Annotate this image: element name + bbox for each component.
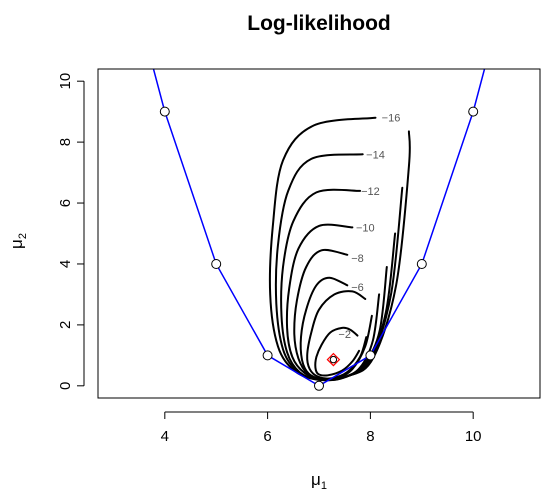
y-axis-label-subscript: 2 — [17, 233, 29, 239]
boundary-point — [416, 259, 427, 269]
contour-line — [314, 326, 361, 377]
contour-line — [306, 290, 368, 380]
contour-label: −12 — [361, 186, 380, 198]
boundary-point — [262, 350, 273, 361]
mle-marker — [326, 352, 341, 367]
y-tick-label: 8 — [57, 138, 74, 146]
contour-line — [299, 276, 373, 381]
y-tick-label: 2 — [57, 321, 74, 329]
boundary-point — [468, 106, 479, 117]
boundary-curve — [152, 69, 486, 387]
y-tick-label: 4 — [57, 260, 74, 268]
contour-line — [285, 223, 388, 381]
x-axis-label: μ1 — [311, 470, 327, 492]
contour-label: −14 — [366, 149, 385, 161]
x-axis-label-subscript: 1 — [321, 480, 327, 492]
mle-diamond — [326, 352, 341, 367]
x-tick-label: 10 — [465, 428, 482, 445]
contour-labels: −2 −6 −8 −10 −12 −14 −16 — [338, 113, 400, 341]
contour-label: −6 — [351, 282, 364, 294]
y-axis-label-text: μ — [7, 239, 26, 249]
y-tick-label: 0 — [57, 382, 74, 390]
boundary-point — [211, 259, 222, 269]
x-tick-label: 4 — [161, 428, 169, 445]
contour-label: −8 — [351, 253, 364, 265]
boundary-point — [314, 380, 324, 391]
y-axis-label: μ2 — [7, 233, 29, 249]
x-tick-label: 6 — [263, 428, 271, 445]
contour-line — [293, 248, 381, 382]
plot-frame — [97, 68, 541, 399]
boundary-line — [152, 69, 486, 387]
y-tick-label: 6 — [57, 199, 74, 207]
x-axis-label-text: μ — [311, 470, 321, 489]
x-axis: 4 6 8 10 — [161, 411, 482, 445]
y-axis: 0 2 4 6 8 10 — [57, 73, 85, 390]
mle-point — [329, 355, 338, 364]
boundary-point — [365, 350, 376, 361]
contour-label: −10 — [356, 222, 375, 234]
boundary-point — [159, 106, 170, 117]
x-tick-label: 8 — [366, 428, 374, 445]
chart-title: Log-likelihood — [247, 12, 390, 35]
contour-label: −2 — [338, 329, 351, 341]
contour-label: −16 — [382, 113, 401, 125]
contour-lines — [268, 116, 411, 382]
y-tick-label: 10 — [57, 73, 74, 90]
boundary-points — [159, 106, 479, 391]
contour-line — [280, 188, 397, 382]
